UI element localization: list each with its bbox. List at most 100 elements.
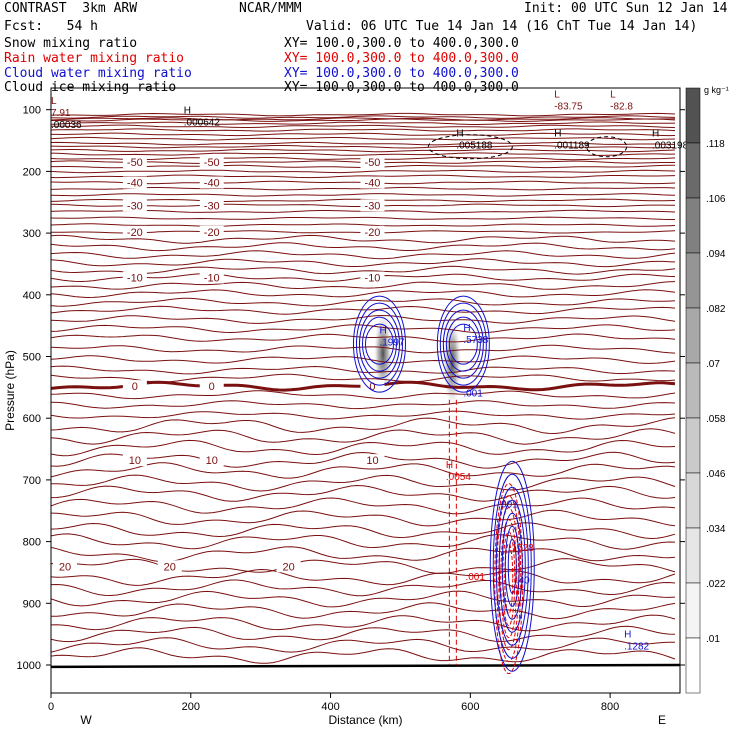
y-tick-label-2: 300 bbox=[23, 228, 41, 240]
isotherm-label-bg bbox=[199, 176, 224, 189]
isotherm-label-bg bbox=[122, 454, 147, 467]
isotherm-label-bg bbox=[360, 156, 385, 169]
isotherm-line-36 bbox=[51, 390, 676, 400]
field-snow-xy: XY= 100.0,300.0 to 400.0,300.0 bbox=[284, 36, 519, 51]
isotherm-label-bg bbox=[122, 271, 147, 284]
isotherm-line-23 bbox=[51, 258, 676, 268]
isotherm-label-4-2: -40 bbox=[365, 178, 381, 190]
isotherm-label-10-2: 20 bbox=[282, 561, 294, 573]
valid-time: Valid: 06 UTC Tue 14 Jan 14 (16 ChT Tue … bbox=[306, 19, 698, 34]
extremum-marker-8: H bbox=[379, 325, 386, 336]
isotherm-label-10-0: 20 bbox=[59, 561, 71, 573]
y-tick-label-7: 800 bbox=[23, 537, 41, 549]
isotherm-line-55 bbox=[51, 625, 676, 643]
x-end-label-west: W bbox=[80, 713, 92, 727]
field-rain-name: Rain water mixing ratio bbox=[4, 51, 185, 66]
isotherm-line-24 bbox=[51, 265, 676, 275]
colorbar-unit: g kg⁻¹ bbox=[704, 85, 729, 95]
x-tick-label-3: 600 bbox=[461, 701, 479, 713]
cloud-water-ring-0-1 bbox=[355, 302, 403, 386]
isotherm-line-25 bbox=[51, 281, 676, 290]
rain-contour-ring-5 bbox=[504, 543, 514, 615]
isotherm-line-15 bbox=[51, 193, 676, 197]
extremum-marker-7: H bbox=[652, 129, 659, 140]
isotherm-label-bg bbox=[199, 454, 224, 467]
field-snow-name: Snow mixing ratio bbox=[4, 36, 138, 51]
isotherm-label-4-0: -40 bbox=[127, 178, 143, 190]
extremum-value-12: .001 bbox=[498, 500, 518, 511]
extremum-value-16: .1282 bbox=[624, 642, 649, 653]
rain-water-contours bbox=[448, 399, 524, 675]
isotherm-label-bg bbox=[122, 225, 147, 238]
isotherm-line-12 bbox=[51, 169, 676, 174]
plot-frame bbox=[50, 87, 681, 694]
isotherm-line-4 bbox=[51, 132, 676, 137]
extremum-marker-3: H bbox=[184, 106, 191, 117]
isotherm-line-0 bbox=[51, 112, 676, 117]
extremum-value-14: .001 bbox=[465, 572, 485, 583]
extremum-marker-5: H bbox=[456, 129, 463, 140]
colorbar-bin-3 bbox=[685, 252, 701, 309]
colorbar-label-4: .058 bbox=[706, 414, 726, 425]
colorbar-bin-1 bbox=[685, 142, 701, 199]
colorbar-bin-6 bbox=[685, 417, 701, 474]
colorbar-label-8: .106 bbox=[706, 194, 726, 205]
isotherm-line-54 bbox=[51, 614, 676, 632]
isotherm-label-bg bbox=[122, 176, 147, 189]
cloud-water-ring-0-3 bbox=[361, 316, 397, 372]
cloud-water-ring-2-3 bbox=[498, 499, 526, 633]
isotherm-line-27 bbox=[51, 297, 676, 307]
cloud-water-ring-0-2 bbox=[358, 309, 400, 379]
isotherm-line-57 bbox=[51, 647, 676, 664]
isotherm-label-bg bbox=[360, 225, 385, 238]
cloud-water-ring-1-0 bbox=[436, 295, 490, 393]
isotherm-line-7 bbox=[51, 145, 676, 149]
snow-shading-cell-1 bbox=[443, 319, 462, 406]
extremum-value-1: -82.8 bbox=[610, 102, 633, 113]
colorbar-bin-2 bbox=[685, 197, 701, 254]
isotherm-line-2 bbox=[51, 121, 676, 125]
isotherm-label-3-2: -50 bbox=[365, 157, 381, 169]
cloud-water-ring-0-4 bbox=[364, 323, 394, 365]
extremum-marker-0: L bbox=[554, 90, 560, 101]
isotherm-label-3-0: -50 bbox=[127, 157, 143, 169]
x-tick-label-2: 400 bbox=[321, 701, 339, 713]
x-tick-label-4: 800 bbox=[601, 701, 619, 713]
colorbar-label-1: .022 bbox=[706, 579, 726, 590]
colorbar-label-5: .07 bbox=[706, 359, 720, 370]
isotherm-line-40 bbox=[51, 428, 676, 445]
field-rain-xy: XY= 100.0,300.0 to 400.0,300.0 bbox=[284, 51, 519, 66]
isotherm-line-39 bbox=[51, 417, 676, 435]
isotherm-label-bg bbox=[360, 199, 385, 212]
x-end-label-east: E bbox=[658, 713, 666, 727]
snow-shading-layer bbox=[373, 313, 462, 406]
cloud-water-ring-2-2 bbox=[495, 486, 529, 646]
isotherm-label-bg bbox=[122, 380, 147, 393]
header: CONTRAST 3km ARW NCAR/MMM Init: 00 UTC S… bbox=[0, 0, 740, 96]
isotherm-label-9-0: 10 bbox=[129, 455, 141, 467]
isotherm-line-42 bbox=[51, 462, 676, 479]
isotherm-label-bg bbox=[360, 176, 385, 189]
cloud-water-ring-0-0 bbox=[352, 295, 406, 393]
y-tick-label-9: 1000 bbox=[17, 660, 41, 672]
isotherm-label-3-1: -50 bbox=[204, 157, 220, 169]
isotherm-labeled-9 bbox=[51, 451, 676, 469]
y-tick-label-8: 900 bbox=[23, 598, 41, 610]
colorbar-label-3: .046 bbox=[706, 469, 726, 480]
isotherm-line-18 bbox=[51, 216, 675, 220]
extremum-marker-1: L bbox=[610, 90, 616, 101]
colorbar-bin-10 bbox=[685, 637, 701, 694]
colorbar-label-7: .094 bbox=[706, 249, 726, 260]
extremum-value-15: .40 bbox=[516, 576, 530, 587]
isotherm-label-7-1: -10 bbox=[204, 273, 220, 285]
isotherm-label-bg bbox=[276, 560, 301, 573]
colorbar-bin-0 bbox=[685, 87, 701, 144]
y-tick-label-5: 600 bbox=[23, 413, 41, 425]
isotherm-label-6-0: -20 bbox=[127, 227, 143, 239]
isotherm-label-bg bbox=[360, 454, 385, 467]
isotherm-line-20 bbox=[51, 234, 676, 244]
extremum-value-13: .1728 bbox=[509, 543, 534, 554]
temperature-contours: -50 -50 -50 -40 -40 -40 -30 -30 -30 -20 -20 -20 -10 -… bbox=[51, 112, 680, 669]
cloud-water-ring-2-6 bbox=[507, 538, 517, 594]
snow-shading-cell-0 bbox=[373, 313, 392, 394]
